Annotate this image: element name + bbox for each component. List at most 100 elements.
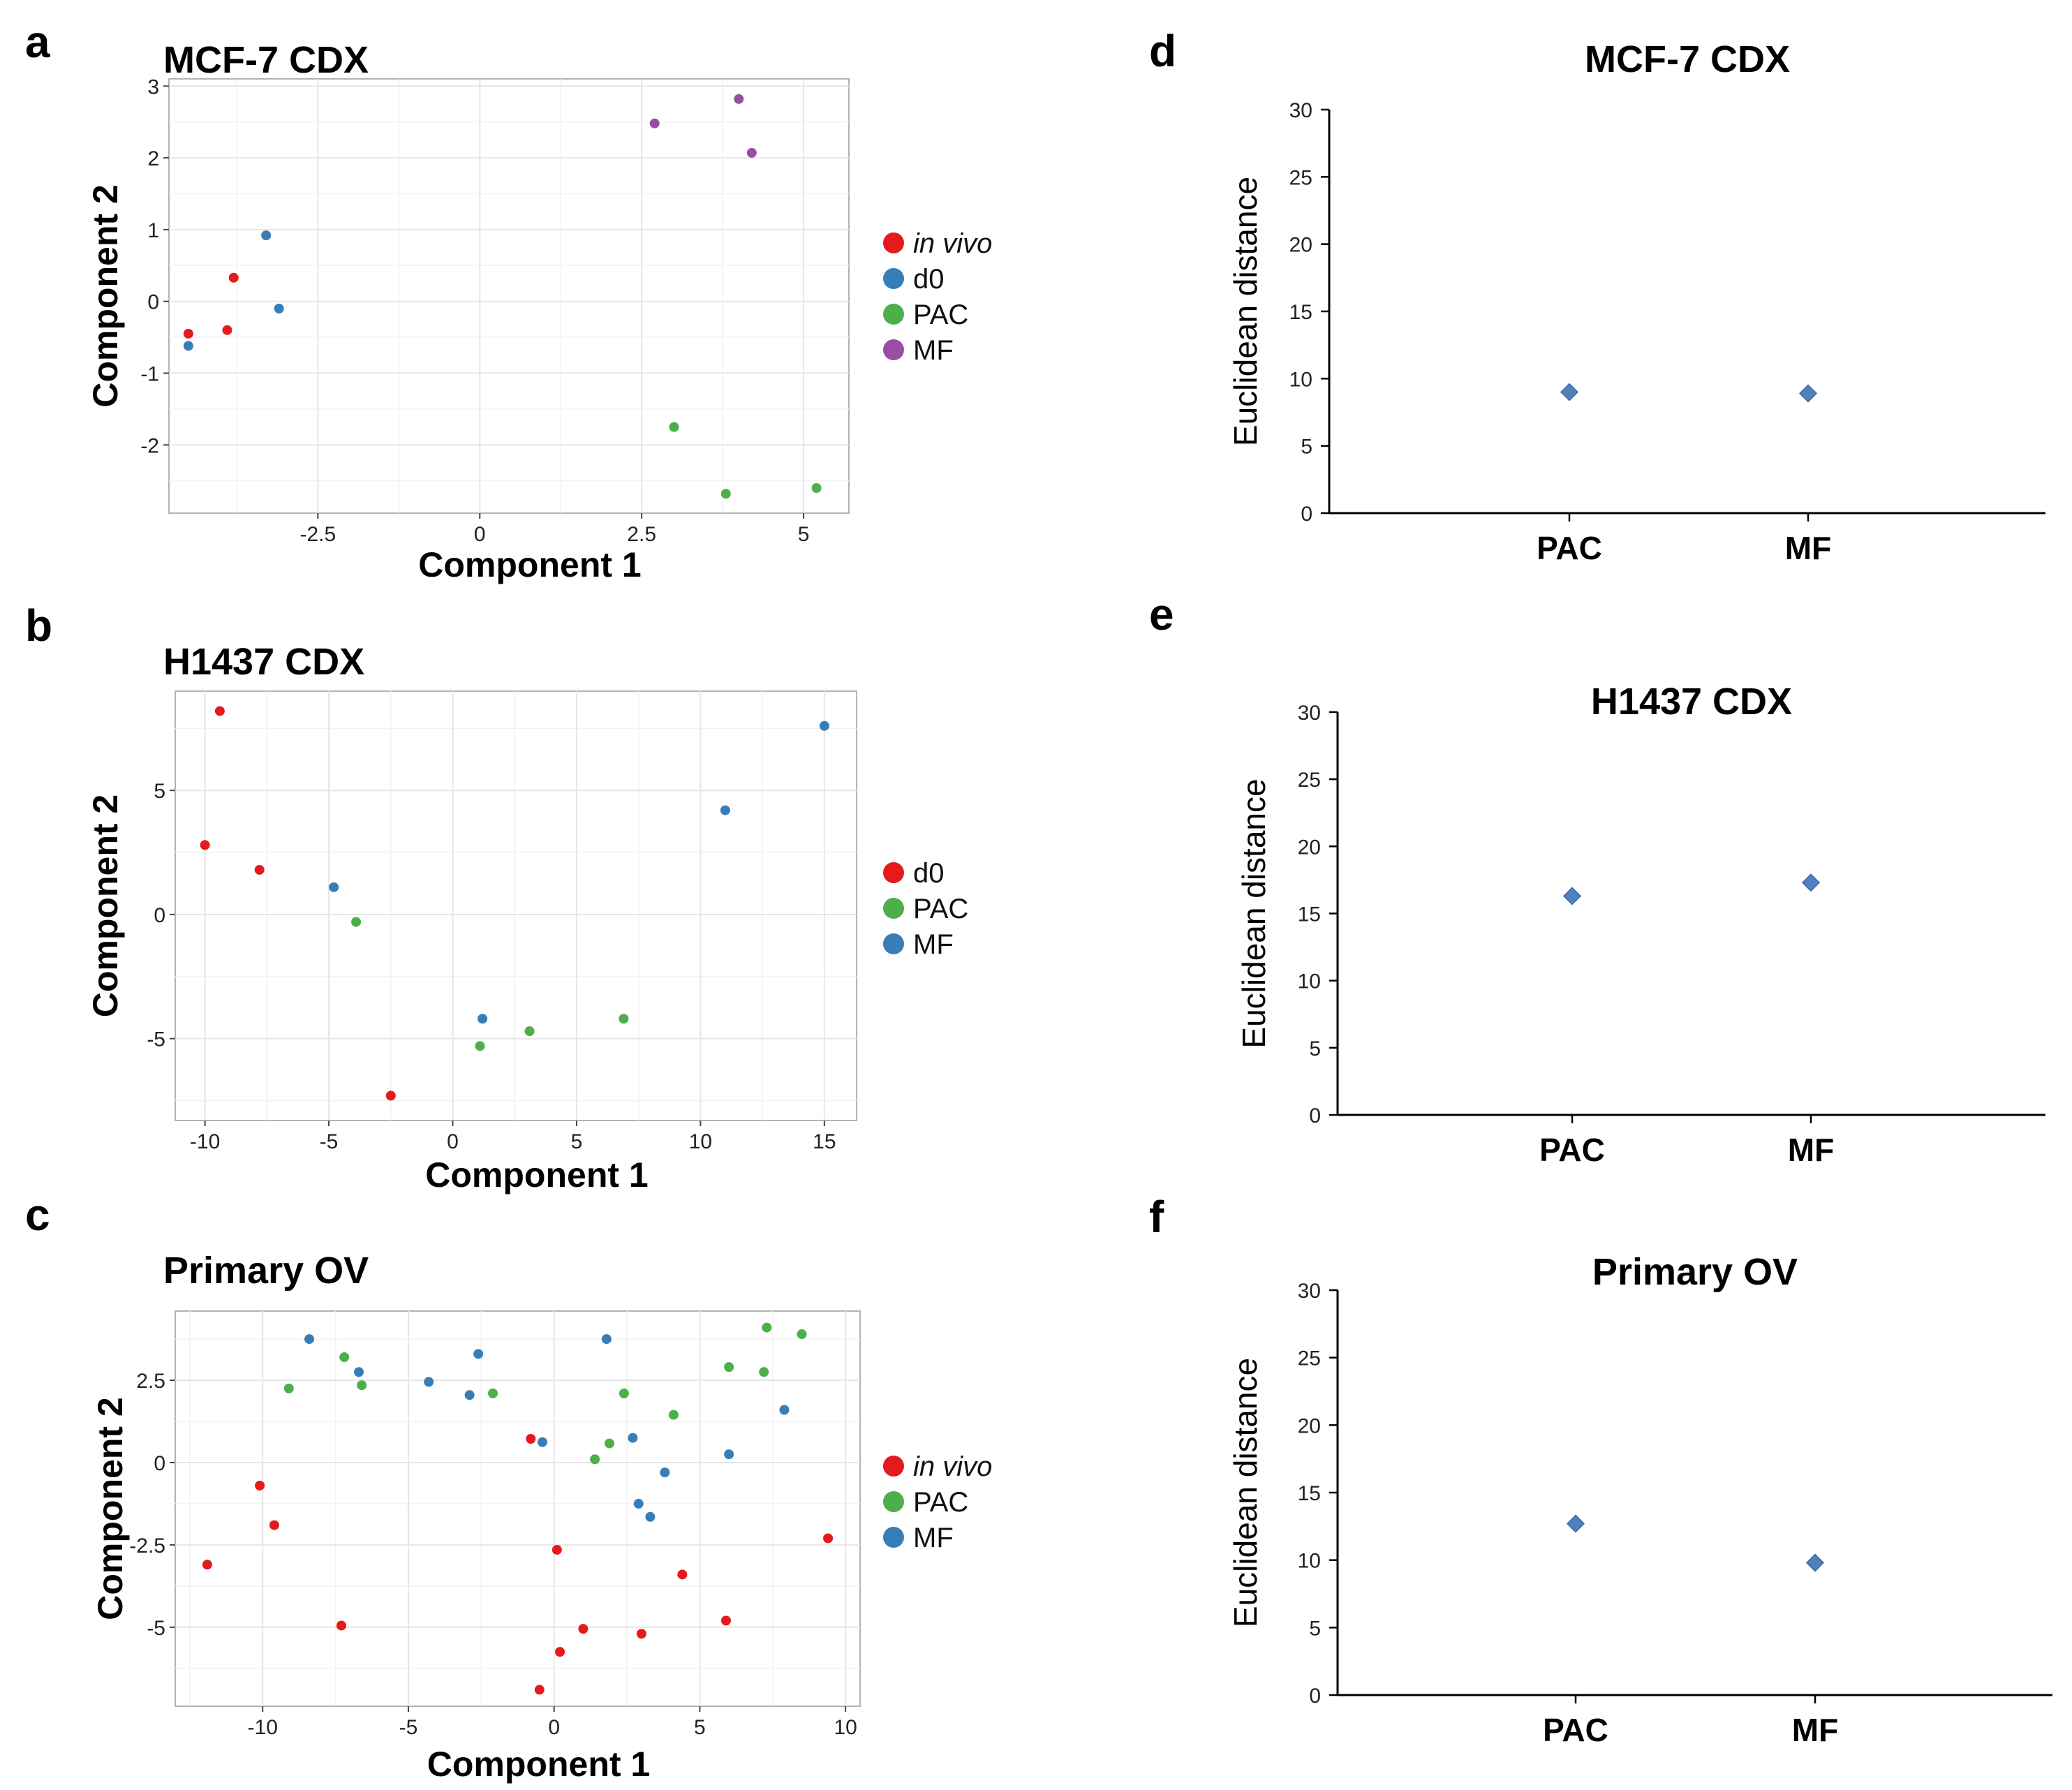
y-tick-label: -5	[147, 1028, 165, 1051]
x-tick-label: -2.5	[300, 523, 336, 546]
data-point-PAC	[720, 489, 731, 499]
y-axis-title: Component 2	[86, 184, 125, 407]
data-point-in-vivo	[534, 1685, 545, 1695]
y-tick-label: 2.5	[136, 1370, 165, 1393]
panel-letter-c: c	[25, 1190, 50, 1240]
x-axis-title: Component 1	[427, 1745, 650, 1784]
x-tick-label: 0	[447, 1130, 459, 1153]
data-point-in-vivo	[222, 325, 232, 335]
pca-plot-c: -10 -5 0 5 10 -5 -2.5 0 2.5 Primary OV Component 1…	[91, 1250, 992, 1784]
x-tick-label: 0	[474, 523, 486, 546]
y-tick-label: 25	[1298, 769, 1321, 792]
y-tick-label: 10	[1289, 368, 1312, 391]
data-point-PAC	[762, 1322, 772, 1333]
y-tick-label: 1	[147, 219, 159, 242]
data-point-MF	[537, 1437, 547, 1447]
data-point-PAC	[759, 1367, 769, 1377]
y-tick-label: 0	[1309, 1685, 1321, 1708]
data-point-PAC	[668, 1410, 679, 1420]
data-point-d0	[274, 303, 284, 313]
data-point-MF	[424, 1377, 434, 1387]
y-tick-label: 5	[154, 780, 165, 803]
legend-swatch	[883, 933, 904, 954]
legend-label: in vivo	[913, 228, 992, 259]
x-category-label: MF	[1792, 1712, 1838, 1748]
chart-title: Primary OV	[163, 1250, 369, 1292]
legend-swatch	[883, 268, 904, 289]
data-point-PAC	[283, 1383, 294, 1393]
legend: d0 PAC MF	[883, 858, 968, 960]
legend: in vivo d0 PAC MF	[883, 228, 992, 366]
x-tick-label: 5	[798, 523, 810, 546]
x-tick-label: 2.5	[627, 523, 656, 546]
y-tick-label: 5	[1309, 1037, 1321, 1060]
legend-label: d0	[913, 264, 945, 295]
data-point-pac	[1566, 1514, 1585, 1533]
data-point-MF	[628, 1433, 638, 1443]
data-point-PAC	[488, 1388, 498, 1398]
data-point-d0	[261, 230, 272, 241]
data-point-d0	[200, 840, 210, 850]
data-point-PAC	[724, 1362, 734, 1373]
data-point-mf	[1801, 873, 1821, 892]
plot-panel	[175, 690, 857, 1121]
y-tick-label: -2	[140, 434, 159, 457]
data-point-MF	[464, 1390, 475, 1400]
chart-title: H1437 CDX	[1591, 681, 1792, 723]
data-point-in-vivo	[677, 1569, 688, 1580]
x-axis-title: Component 1	[418, 545, 641, 584]
data-point-PAC	[590, 1454, 600, 1465]
x-tick-label: 10	[689, 1130, 712, 1153]
y-tick-label: -1	[140, 363, 159, 386]
data-point-in-vivo	[552, 1544, 562, 1555]
data-point-MF	[633, 1498, 644, 1509]
data-point-in-vivo	[269, 1520, 279, 1530]
chart-title: MCF-7 CDX	[163, 39, 369, 81]
y-tick-label: 15	[1298, 1482, 1321, 1505]
y-axis-title: Euclidean distance	[1236, 778, 1272, 1048]
y-tick-label: 5	[1309, 1617, 1321, 1640]
y-tick-label: 25	[1298, 1347, 1321, 1370]
y-tick-label: 5	[1301, 436, 1312, 459]
legend-label: PAC	[913, 1487, 968, 1518]
data-point-MF	[601, 1334, 612, 1345]
legend-swatch	[883, 898, 904, 919]
legend-swatch	[883, 1527, 904, 1548]
y-tick-label: 20	[1298, 1414, 1321, 1437]
data-point-PAC	[669, 422, 679, 432]
data-point-in-vivo	[228, 272, 239, 283]
data-point-MF	[724, 1449, 734, 1460]
data-point-d0	[254, 864, 265, 875]
data-point-PAC	[339, 1352, 350, 1363]
data-point-MF	[660, 1467, 670, 1478]
distance-plot-f: 0 5 10 15 20 25 30 PAC MF Primary OV Euclidean dis…	[1227, 1251, 2052, 1748]
data-point-MF	[304, 1334, 315, 1345]
legend-label: in vivo	[913, 1451, 992, 1482]
legend-swatch	[883, 339, 904, 360]
data-point-in-vivo	[202, 1560, 212, 1570]
x-category-label: PAC	[1539, 1132, 1605, 1168]
distance-plot-d: 0 5 10 15 20 25 30 PAC MF MCF-7 CDX Euclidean dist…	[1227, 38, 2045, 566]
data-point-pac	[1560, 383, 1579, 401]
y-tick-label: 15	[1289, 301, 1312, 324]
legend-label: MF	[913, 335, 954, 366]
data-point-PAC	[524, 1026, 535, 1037]
data-point-MF	[478, 1014, 488, 1024]
data-point-in-vivo	[636, 1629, 646, 1639]
panel-letter-a: a	[25, 17, 50, 67]
data-point-MF	[720, 805, 730, 815]
y-tick-label: -2.5	[129, 1534, 165, 1558]
data-point-MF	[779, 1405, 790, 1415]
legend-label: MF	[913, 929, 954, 960]
data-point-MF	[819, 720, 829, 731]
y-tick-label: 0	[154, 1452, 165, 1475]
y-tick-label: 3	[147, 75, 159, 98]
y-tick-label: 15	[1298, 903, 1321, 926]
x-tick-label: -10	[190, 1130, 220, 1153]
y-axis-title: Euclidean distance	[1227, 1358, 1264, 1627]
legend-swatch	[883, 862, 904, 883]
y-axis-title: Euclidean distance	[1227, 177, 1264, 446]
